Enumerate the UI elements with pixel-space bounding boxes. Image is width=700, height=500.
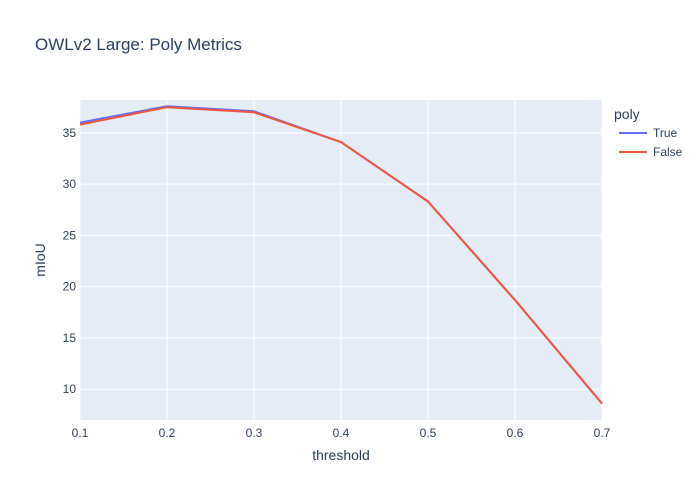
x-tick-label: 0.2 [159,426,176,440]
x-tick-label: 0.7 [594,426,611,440]
x-tick-label: 0.6 [507,426,524,440]
grid-lines [79,100,603,420]
series-line-false [79,106,603,405]
x-tick-label: 0.4 [333,426,350,440]
y-tick-label: 15 [63,331,77,345]
x-axis-ticks: 0.1 0.2 0.3 0.4 0.5 0.6 0.7 [72,426,611,440]
legend-label-true: True [653,126,678,140]
legend-title: poly [614,106,640,122]
legend: poly True False [614,106,683,159]
y-axis-title: mIoU [32,243,48,276]
y-axis-ticks: 10 15 20 25 30 35 [63,126,77,396]
x-tick-label: 0.5 [420,426,437,440]
y-tick-label: 25 [63,228,77,242]
x-axis-title: threshold [312,447,370,463]
y-tick-label: 35 [63,126,77,140]
y-tick-label: 30 [63,177,77,191]
series-lines [79,105,603,405]
legend-label-false: False [653,145,683,159]
y-tick-label: 10 [63,382,77,396]
y-tick-label: 20 [63,280,77,294]
chart-title: OWLv2 Large: Poly Metrics [35,35,242,54]
x-tick-label: 0.3 [246,426,263,440]
x-tick-label: 0.1 [72,426,89,440]
